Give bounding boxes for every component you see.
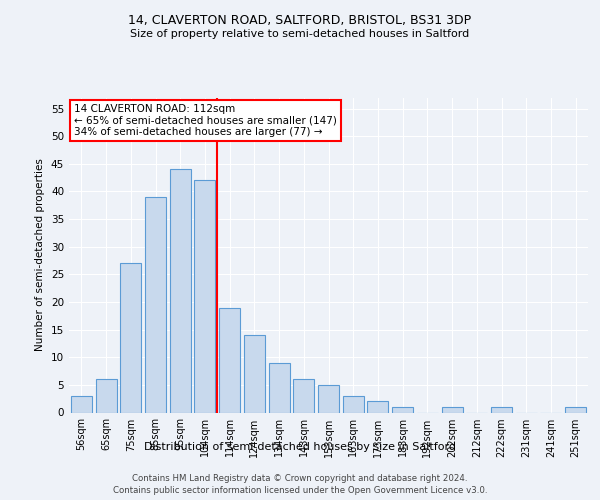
Bar (95, 380, 116, 412)
Bar (219, 308, 240, 412)
Text: Contains HM Land Registry data © Crown copyright and database right 2024.: Contains HM Land Registry data © Crown c… (132, 474, 468, 483)
Bar (318, 385, 339, 412)
Text: Distribution of semi-detached houses by size in Saltford: Distribution of semi-detached houses by … (144, 442, 456, 452)
Text: Size of property relative to semi-detached houses in Saltford: Size of property relative to semi-detach… (130, 29, 470, 39)
Bar (120, 264, 141, 412)
Bar (244, 335, 265, 412)
Bar (392, 407, 413, 412)
Bar (269, 363, 290, 412)
Bar (71, 396, 92, 412)
Text: 14 CLAVERTON ROAD: 112sqm
← 65% of semi-detached houses are smaller (147)
34% of: 14 CLAVERTON ROAD: 112sqm ← 65% of semi-… (74, 104, 337, 137)
Bar (491, 407, 512, 412)
Bar (194, 180, 215, 412)
Bar (565, 407, 586, 412)
Bar (293, 380, 314, 412)
Text: 14, CLAVERTON ROAD, SALTFORD, BRISTOL, BS31 3DP: 14, CLAVERTON ROAD, SALTFORD, BRISTOL, B… (128, 14, 472, 27)
Text: Contains public sector information licensed under the Open Government Licence v3: Contains public sector information licen… (113, 486, 487, 495)
Bar (367, 402, 388, 412)
Bar (442, 407, 463, 412)
Bar (170, 170, 191, 412)
Y-axis label: Number of semi-detached properties: Number of semi-detached properties (35, 158, 46, 352)
Bar (145, 197, 166, 412)
Bar (343, 396, 364, 412)
